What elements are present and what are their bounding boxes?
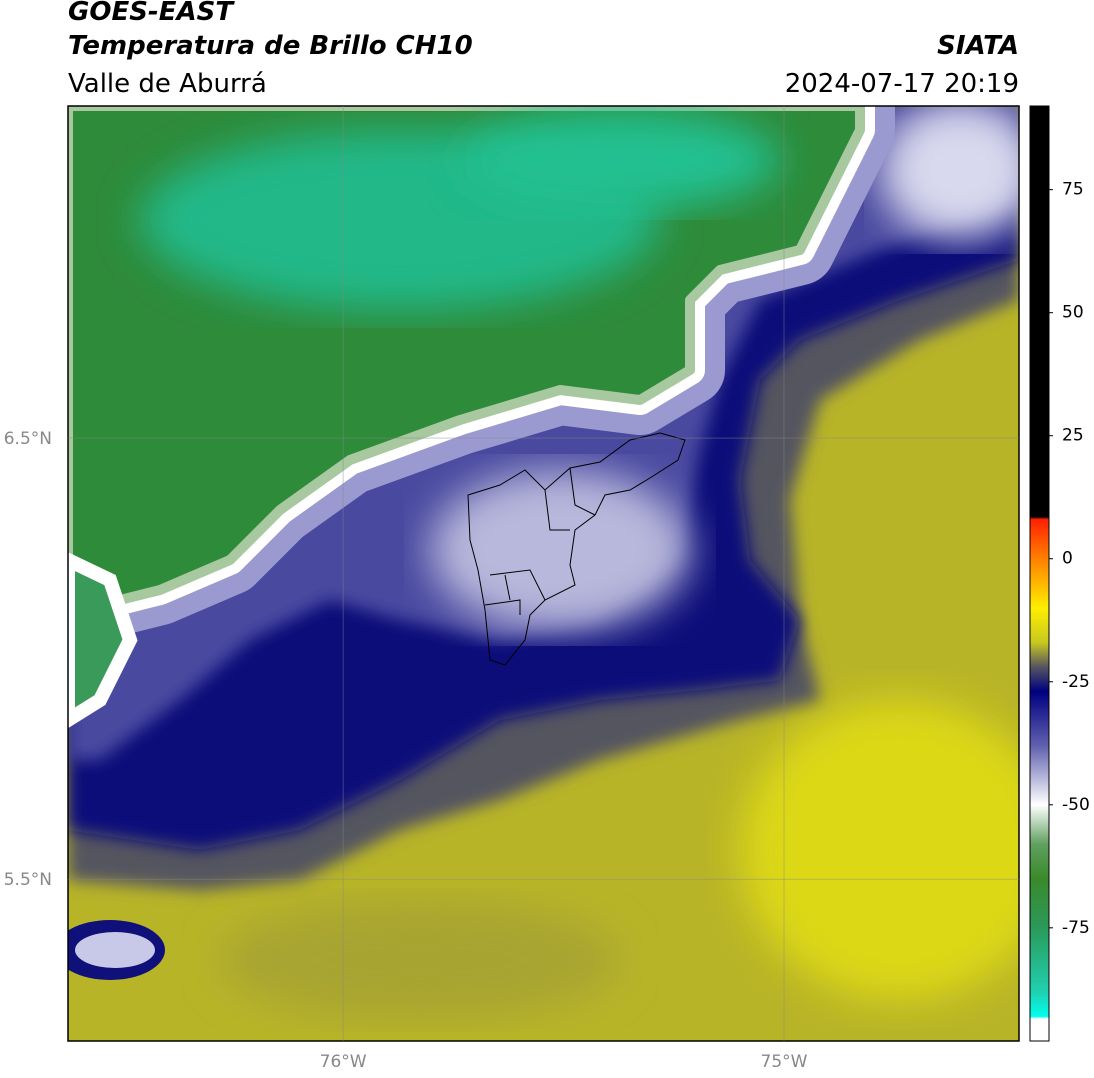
- datetime: 2024-07-17 20:19: [785, 69, 1019, 99]
- colorbar-tick-label: -25: [1062, 672, 1090, 692]
- title: GOES-EAST: [68, 0, 235, 27]
- colorbar-tick-label: -50: [1062, 795, 1090, 815]
- lat-label: 6.5°N: [4, 429, 52, 449]
- colorbar-tick-label: 0: [1062, 549, 1073, 569]
- source: SIATA: [937, 31, 1019, 61]
- colorbar: [1029, 105, 1050, 1042]
- colorbar-tick-label: -75: [1062, 918, 1090, 938]
- lat-label: 5.5°N: [4, 870, 52, 890]
- region: Valle de Aburrá: [68, 69, 267, 99]
- lon-label: 75°W: [761, 1052, 808, 1072]
- colorbar-tick-label: 75: [1062, 180, 1084, 200]
- colorbar-tick-label: 25: [1062, 426, 1084, 446]
- map-frame: [67, 105, 1020, 1042]
- subtitle: Temperatura de Brillo CH10: [68, 31, 473, 61]
- lon-label: 76°W: [320, 1052, 367, 1072]
- watershed-outline: [467, 432, 686, 666]
- colorbar-tick-label: 50: [1062, 303, 1084, 323]
- imagery: [68, 106, 1019, 1041]
